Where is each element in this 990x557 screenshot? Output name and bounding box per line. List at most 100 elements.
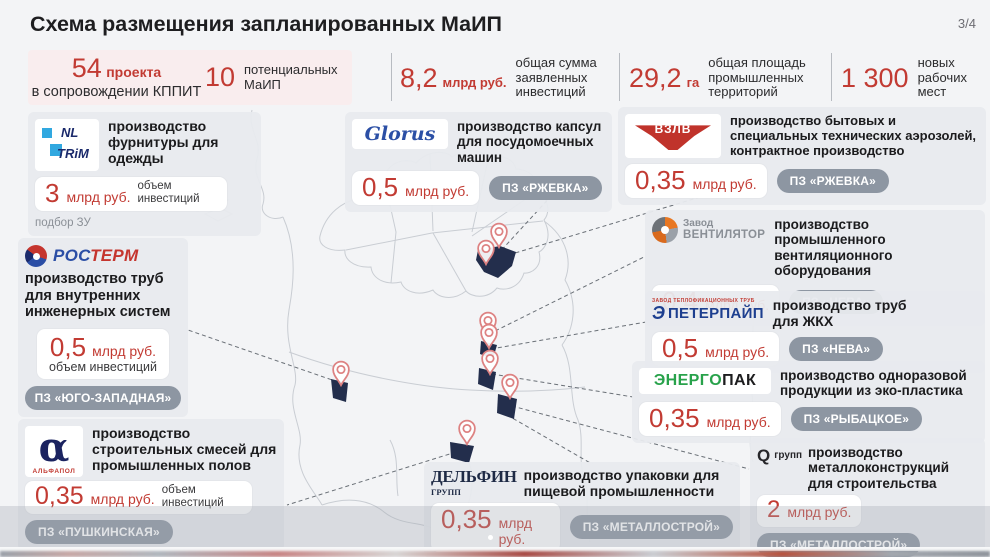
project-description: производство бытовых и специальных техни… bbox=[730, 113, 977, 158]
zone-badge: ПЗ «РЖЕВКА» bbox=[489, 176, 602, 201]
project-description: производство капсул для посудомоечных ма… bbox=[457, 119, 602, 165]
stat-jobs: 1 300 новых рабочих мест bbox=[841, 55, 980, 100]
project-card-glorus: Glorus производство капсул для посудомое… bbox=[345, 112, 612, 213]
next-slide-filmstrip[interactable] bbox=[0, 551, 990, 557]
stat-investments-label: общая сумма заявленных инвестиций bbox=[515, 55, 597, 100]
project-description: производство металлоконструкций для стро… bbox=[808, 445, 950, 491]
zone-badge: ПЗ «МЕТАЛЛОСТРОЙ» bbox=[569, 515, 733, 540]
stat-potential-label: потенциальных МаИП bbox=[244, 61, 338, 92]
rosterm-logo-text: РОС bbox=[53, 246, 91, 265]
zone-area-rybatskoe bbox=[478, 368, 496, 390]
vzlv-logo: ВЗЛВ bbox=[625, 114, 721, 158]
stat-potential: 10 потенциальных МаИП bbox=[205, 61, 352, 92]
project-card-rosterm: РОСТЕРМ производство труб для внутренних… bbox=[18, 238, 188, 418]
stat-jobs-label: новых рабочих мест bbox=[917, 55, 967, 100]
nltrim-logo-square bbox=[42, 128, 52, 138]
investment-value: 0,35 млрд руб. bbox=[431, 502, 560, 552]
delfin-logo: ДЕЛЬФИН ГРУПП bbox=[431, 468, 517, 497]
project-card-peterpipe: ЗАВОД ТЕПЛОФИКАЦИОННЫХ ТРУБ Э ПЕТЕРПАЙП … bbox=[645, 291, 985, 373]
peterpipe-logo-subtext: ЗАВОД ТЕПЛОФИКАЦИОННЫХ ТРУБ bbox=[652, 298, 755, 304]
stat-projects-label: в сопровождении КППИТ bbox=[31, 83, 202, 100]
investment-value: 0,5 млрд руб. объем инвестиций bbox=[37, 328, 169, 380]
zone-badge: ПЗ «РЖЕВКА» bbox=[776, 169, 890, 194]
glorus-logo: Glorus bbox=[352, 119, 448, 149]
project-description: производство строительных смесей для про… bbox=[92, 425, 277, 473]
investment-value: 0,35 млрд руб. bbox=[639, 401, 781, 436]
amount-unit: млрд руб. bbox=[692, 176, 757, 193]
stat-projects-suffix: проекта bbox=[106, 63, 162, 80]
nltrim-logo-square bbox=[50, 144, 62, 156]
amount-label: объем инвестиций bbox=[161, 484, 224, 509]
amount: 0,35 bbox=[35, 482, 84, 510]
connector-lines bbox=[187, 193, 750, 506]
stat-divider bbox=[619, 53, 620, 101]
amount: 2 bbox=[767, 496, 781, 524]
stat-investments: 8,2 млрд руб. общая сумма заявленных инв… bbox=[400, 55, 621, 100]
nltrim-logo-text: TRiM bbox=[57, 146, 89, 161]
page-number: 3/4 bbox=[957, 16, 976, 31]
project-card-qgroup: Q групп производство металлоконструкций … bbox=[750, 438, 985, 557]
investment-value: 0,5 млрд руб. bbox=[352, 171, 480, 206]
location-pin bbox=[501, 373, 519, 400]
alfapol-logo: α АЛЬФАПОЛ bbox=[25, 426, 83, 477]
stat-area-value: 29,2 bbox=[629, 62, 682, 93]
stat-divider bbox=[391, 53, 392, 101]
peterpipe-logo-icon: Э bbox=[652, 303, 665, 323]
bottom-gap-strip bbox=[0, 547, 990, 551]
investment-value: 0,5 млрд руб. bbox=[652, 331, 780, 366]
energopak-logo: ЭНЕРГ О ПАК bbox=[639, 368, 771, 394]
ventilator-logo-text: ВЕНТИЛЯТОР bbox=[683, 229, 766, 242]
zone-area-metallostroy bbox=[497, 394, 517, 419]
project-card-energopak: ЭНЕРГ О ПАК производство одноразовой проду… bbox=[632, 361, 985, 443]
nltrim-logo: NL TRiM bbox=[35, 119, 99, 171]
amount: 0,35 bbox=[635, 165, 686, 196]
bottom-dim-overlay bbox=[0, 506, 990, 547]
amount-label: объем инвестиций bbox=[137, 180, 200, 205]
project-description: производство труб для ЖКХ bbox=[772, 297, 907, 329]
amount-unit: млрд руб. bbox=[705, 343, 770, 360]
zone-badge: ПЗ «ЮГО-ЗАПАДНАЯ» bbox=[25, 386, 181, 411]
nltrim-logo-text: NL bbox=[61, 125, 79, 140]
amount-label: объем инвестиций bbox=[49, 359, 157, 374]
peterpipe-logo: ЗАВОД ТЕПЛОФИКАЦИОННЫХ ТРУБ Э ПЕТЕРПАЙП bbox=[652, 298, 764, 322]
connector-neva-peterpipe bbox=[490, 321, 647, 350]
connector-yugozapad-rosterm bbox=[187, 329, 339, 383]
qgroup-logo: Q групп bbox=[757, 445, 802, 464]
investment-value: 0,35 млрд руб. bbox=[625, 164, 767, 199]
amount: 0,5 bbox=[49, 331, 87, 362]
amount: 0,35 bbox=[649, 402, 700, 433]
stat-area-label: общая площадь промышленных территорий bbox=[708, 55, 806, 100]
zone-area-pushkinskaya bbox=[450, 442, 474, 463]
stat-divider bbox=[831, 53, 832, 101]
amount-unit: млрд руб. bbox=[405, 183, 470, 200]
stat-projects: 54 проекта в сопровождении КППИТ bbox=[28, 54, 205, 100]
energopak-logo-text: ПАК bbox=[722, 372, 757, 389]
connector-metallostroy-delfin bbox=[506, 414, 593, 465]
amount: 0,5 bbox=[362, 172, 399, 203]
qgroup-logo-symbol: Q bbox=[757, 446, 771, 465]
project-card-vzlv: ВЗЛВ производство бытовых и специальных … bbox=[618, 107, 986, 206]
connector-neva-ventilator bbox=[488, 255, 647, 335]
energopak-logo-o: О bbox=[709, 372, 723, 389]
amount-unit: млрд руб. bbox=[66, 189, 131, 205]
location-pin bbox=[458, 419, 476, 446]
project-description: производство одноразовой продукции из эк… bbox=[780, 368, 967, 399]
delfin-logo-text: ДЕЛЬФИН bbox=[431, 467, 517, 486]
stat-area-unit: га bbox=[686, 74, 700, 90]
qgroup-logo-caption: групп bbox=[774, 450, 803, 461]
stat-area: 29,2 га общая площадь промышленных терри… bbox=[629, 55, 826, 100]
stats-row: 54 проекта в сопровождении КППИТ 10 поте… bbox=[0, 0, 990, 110]
project-description: производство упаковки для пищевой промыш… bbox=[523, 467, 720, 499]
stat-jobs-value: 1 300 bbox=[841, 62, 909, 93]
amount-unit: млрд руб. bbox=[787, 504, 852, 521]
connector-pushkinskaya-alfapol bbox=[286, 451, 457, 506]
zone-badge: ПЗ «ПУШКИНСКАЯ» bbox=[25, 520, 173, 545]
rosterm-logo-text: ТЕРМ bbox=[90, 246, 139, 265]
stat-investments-unit: млрд руб. bbox=[442, 74, 507, 90]
amount: 0,35 bbox=[441, 503, 492, 534]
project-card-delfin: ДЕЛЬФИН ГРУПП производство упаковки для … bbox=[424, 462, 740, 557]
ventilator-logo-text: Завод bbox=[683, 218, 714, 230]
amount-unit: млрд руб. bbox=[498, 514, 533, 547]
amount: 3 bbox=[45, 178, 60, 208]
vzlv-logo-mark: ВЗЛВ bbox=[635, 125, 711, 150]
